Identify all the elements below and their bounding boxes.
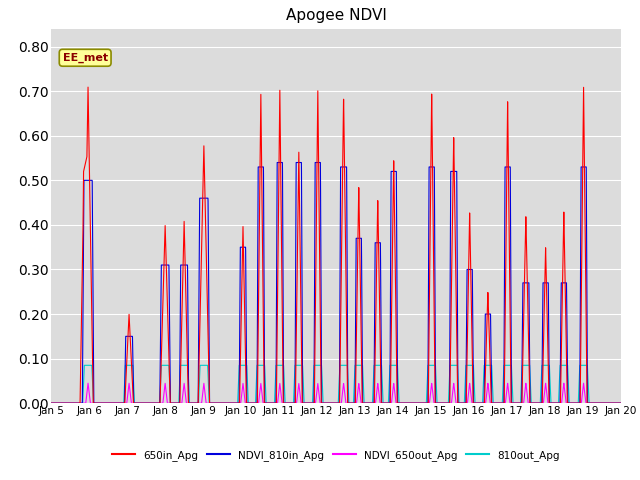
Text: EE_met: EE_met (63, 53, 108, 63)
Title: Apogee NDVI: Apogee NDVI (285, 9, 387, 24)
Legend: 650in_Apg, NDVI_810in_Apg, NDVI_650out_Apg, 810out_Apg: 650in_Apg, NDVI_810in_Apg, NDVI_650out_A… (108, 446, 564, 465)
